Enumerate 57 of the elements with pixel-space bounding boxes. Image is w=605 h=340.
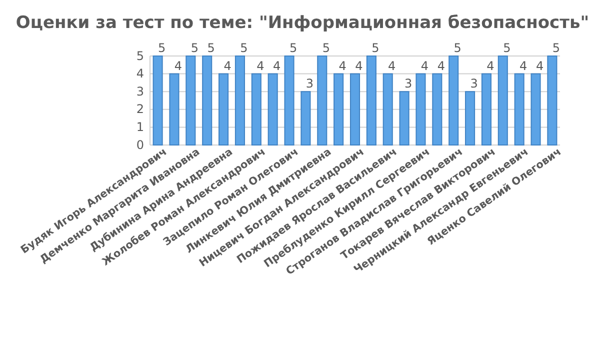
y-tick-label: 5 [136, 48, 144, 63]
data-label: 5 [289, 41, 298, 55]
bar [152, 56, 163, 146]
data-label: 3 [470, 76, 478, 91]
data-label: 4 [388, 58, 396, 73]
data-label: 5 [240, 41, 248, 55]
y-tick-label: 0 [136, 138, 144, 152]
data-label: 4 [273, 58, 281, 73]
data-label: 3 [404, 76, 412, 91]
data-label: 5 [552, 41, 560, 55]
bar [169, 73, 180, 146]
bar [350, 73, 360, 146]
bar [547, 56, 558, 146]
data-label: 4 [536, 58, 544, 73]
bar [465, 91, 476, 146]
data-label: 4 [174, 58, 182, 73]
bar [317, 56, 328, 146]
data-label: 5 [454, 41, 462, 55]
bar [251, 73, 262, 146]
y-tick-label: 1 [136, 120, 144, 134]
bar [481, 73, 492, 146]
bar [498, 56, 508, 146]
bar [202, 56, 212, 146]
y-tick-label: 3 [136, 84, 144, 98]
data-label: 3 [306, 76, 314, 91]
data-label: 4 [256, 58, 264, 73]
data-label: 5 [158, 41, 166, 55]
y-tick-label: 4 [136, 66, 144, 81]
bar [284, 56, 294, 146]
data-label: 5 [190, 41, 198, 55]
bar [382, 73, 393, 146]
data-label: 5 [207, 41, 215, 55]
data-label: 5 [322, 41, 330, 55]
bar [218, 73, 229, 146]
y-tick-label: 2 [136, 102, 144, 116]
data-label: 4 [486, 58, 494, 73]
bar [268, 73, 278, 146]
data-label: 5 [503, 41, 511, 55]
bar [416, 73, 426, 146]
bar [432, 73, 442, 146]
bar [399, 91, 410, 146]
bar [334, 73, 344, 146]
bar [300, 91, 311, 146]
bar [234, 56, 245, 146]
data-label: 5 [372, 41, 380, 55]
chart-title: Оценки за тест по теме: "Информационная безопасность" [16, 13, 590, 33]
bar [514, 73, 524, 146]
bar [366, 56, 376, 146]
bar [530, 73, 541, 146]
data-label: 4 [437, 58, 445, 73]
data-label: 4 [420, 58, 429, 73]
bar [448, 56, 459, 146]
data-label: 4 [338, 58, 346, 73]
data-label: 4 [520, 58, 528, 73]
bar [186, 56, 196, 146]
data-label: 4 [224, 58, 232, 73]
data-label: 4 [355, 58, 363, 73]
